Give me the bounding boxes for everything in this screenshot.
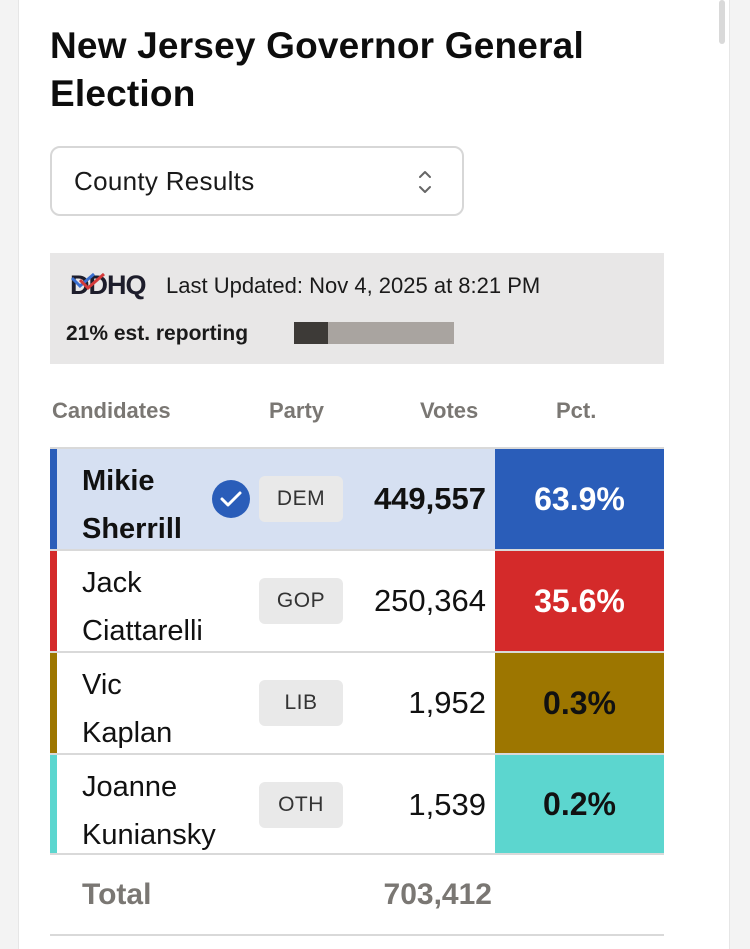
total-label: Total [82,878,152,911]
vote-percentage: 0.3% [495,653,664,753]
header-votes: Votes [420,398,479,423]
total-row: Total 703,412 [50,872,664,922]
vote-count: 1,952 [408,685,486,720]
last-updated-text: Last Updated: Nov 4, 2025 at 8:21 PM [166,273,541,298]
party-color-stripe [50,551,57,651]
party-color-stripe [50,755,57,853]
page-title: New Jersey Governor General Election [50,25,584,114]
party-color-stripe [50,653,57,753]
candidate-row: Mikie Sherrill DEM 449,557 63.9% [50,447,664,549]
chevron-up-down-icon [419,171,431,193]
vote-percentage: 35.6% [495,551,664,651]
candidate-name: Vic Kaplan [82,669,173,749]
vote-count: 250,364 [373,583,486,618]
reporting-progress-bar [294,322,454,344]
checkmark-circle-icon [212,480,250,518]
vote-count: 449,557 [373,481,486,516]
logo-check-marks [70,272,105,291]
party-badge: GOP [259,578,343,624]
reporting-label: 21% est. reporting [66,322,249,345]
info-bar: DDHQ Last Updated: Nov 4, 2025 at 8:21 P… [50,253,664,364]
results-dropdown[interactable]: County Results [50,146,464,216]
party-color-stripe [50,449,57,549]
party-badge: OTH [259,782,343,828]
vote-percentage: 63.9% [495,449,664,549]
ddhq-logo: DDHQ [70,270,148,300]
header-pct: Pct. [556,398,597,423]
header-candidates: Candidates [52,398,171,423]
party-badge: LIB [259,680,343,726]
scrollbar[interactable] [719,0,725,44]
table-header: Candidates Party Votes Pct. [50,398,664,432]
divider [50,934,664,936]
candidate-row: Joanne Kuniansky OTH 1,539 0.2% [50,753,664,855]
header-party: Party [269,398,325,423]
candidate-name: Mikie Sherrill [82,465,182,545]
reporting-progress-fill [294,322,328,344]
candidate-row: Vic Kaplan LIB 1,952 0.3% [50,651,664,753]
vote-count: 1,539 [408,787,486,822]
total-votes: 703,412 [383,878,492,911]
vote-percentage: 0.2% [495,755,664,853]
candidate-name: Joanne Kuniansky [82,771,216,851]
results-table: Mikie Sherrill DEM 449,557 63.9% Jack Ciat… [50,447,664,855]
candidate-name: Jack Ciattarelli [82,567,203,647]
party-badge: DEM [259,476,343,522]
candidate-row: Jack Ciattarelli GOP 250,364 35.6% [50,549,664,651]
dropdown-value: County Results [74,165,255,196]
